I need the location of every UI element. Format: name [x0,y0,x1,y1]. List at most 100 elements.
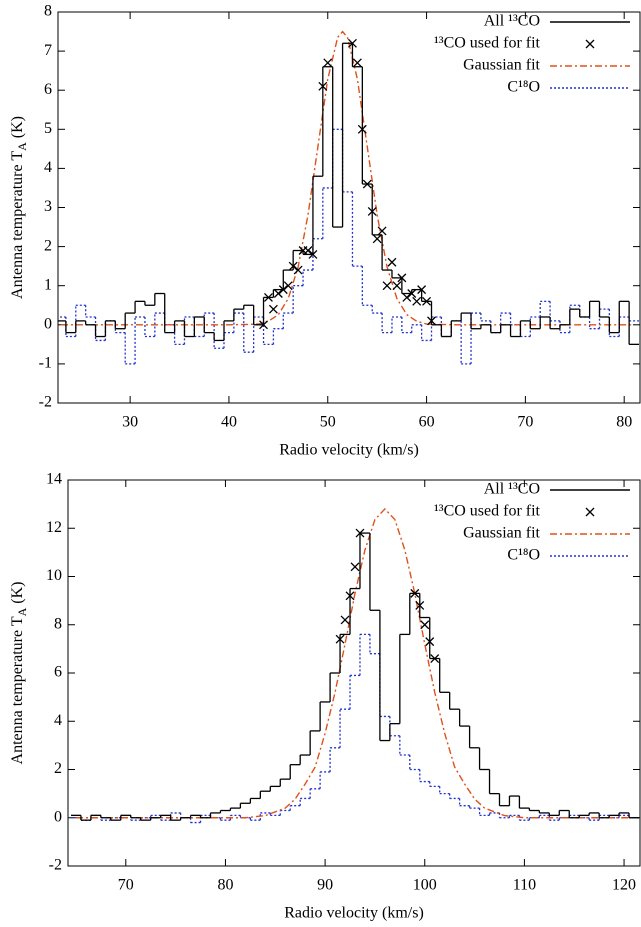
fit-curve [60,30,635,326]
fit-point [427,316,436,326]
legend-label: ¹³CO used for fit [434,503,541,520]
step-riser [80,533,630,821]
x-tick-label: 110 [513,877,536,894]
fit-point [347,38,357,48]
legend-marker [585,39,595,49]
x-tick-label: 80 [217,877,233,894]
fit-point [387,257,397,267]
y-tick-label: 4 [44,159,52,176]
y-tick-label: 2 [44,237,52,254]
x-tick-label: 90 [317,877,333,894]
fit-point [410,588,420,598]
fit-point [407,289,417,298]
y-tick-label: 14 [46,471,62,488]
plot-area [58,30,640,365]
step-riser [80,634,630,823]
fit-point [293,265,303,275]
y-tick-label: 8 [44,3,52,20]
fit-point [430,654,440,663]
x-tick-label: 80 [616,414,632,431]
legend-label: C¹⁸O [507,79,540,96]
fit-point [268,304,278,314]
fit-point [425,637,435,647]
fit-point [323,58,333,68]
y-tick-label: -2 [39,394,52,411]
fit-point [362,179,372,189]
fit-point [352,58,362,68]
x-tick-label: 40 [221,414,237,431]
plot-frame [57,11,641,404]
y-label-unit: (K) [9,116,26,142]
x-axis-label: Radio velocity (km/s) [279,442,419,459]
step-riser [65,129,630,364]
fit-point [367,206,377,216]
y-label-text: Antenna temperature T [9,616,26,764]
x-axis-label: Radio velocity (km/s) [284,905,424,922]
fit-point [420,620,430,630]
fit-point [318,81,328,91]
y-tick-label: 7 [44,42,52,59]
y-tick-label: 4 [54,712,62,729]
x-tick-label: 100 [413,877,437,894]
y-label-subscript: A [15,142,29,151]
fit-point [350,562,360,572]
fit-point [273,289,283,298]
fit-point [422,296,432,306]
fit-point [355,528,365,538]
legend-label: All ¹³CO [484,13,540,30]
fit-point [303,246,313,255]
y-label-text: Antenna temperature T [9,151,26,299]
fit-point [283,281,293,291]
y-axis-label: Antenna temperature TA (K) [9,582,29,765]
fit-point [264,292,273,302]
x-tick-label: 50 [320,414,336,431]
fit-point [372,234,382,244]
x-tick-label: 70 [517,414,533,431]
panel: -2 -1 0 1 2 3 4 5 6 7 8 30 40 50 60 70 80 Radio velocity … [9,3,641,459]
fit-point [340,615,350,625]
fit-point [288,261,298,271]
legend-label: ¹³CO used for fit [434,35,541,52]
fit-point [417,285,427,295]
y-tick-label: 6 [54,664,62,681]
fit-point [382,281,392,291]
x-tick-label: 120 [612,877,636,894]
fit-point [335,634,345,644]
fit-point [397,273,407,283]
panel: -2 0 2 4 6 8 10 12 14 70 80 90 100 110 120 Radio veloci… [9,471,641,922]
x-tick-label: 70 [118,877,134,894]
fit-point [415,600,425,610]
y-tick-label: 0 [44,315,52,332]
fit-point [278,285,288,295]
fit-point [357,124,367,134]
x-tick-label: 30 [122,414,138,431]
legend-label: All ¹³CO [484,481,540,498]
legend-label: Gaussian fit [463,525,540,542]
fit-point [345,591,355,601]
y-tick-label: 5 [44,120,52,137]
legend-marker [585,507,595,517]
fit-point [308,249,318,259]
y-tick-label: -2 [49,857,62,874]
fit-point [377,226,387,236]
y-tick-label: 6 [44,81,52,98]
y-tick-label: 1 [44,276,52,293]
legend-label: C¹⁸O [507,547,540,564]
fit-point [402,292,412,302]
y-label-unit: (K) [9,582,26,608]
y-tick-label: 8 [54,615,62,632]
y-axis-label: Antenna temperature TA (K) [9,116,29,299]
plot-frame [67,479,641,867]
fit-curve [75,507,635,819]
y-tick-label: 2 [54,760,62,777]
plot-area [70,507,640,824]
fit-point [259,320,268,330]
y-tick-label: 3 [44,198,52,215]
x-tick-label: 60 [419,414,435,431]
y-tick-label: 10 [46,567,62,584]
legend-label: Gaussian fit [463,57,540,74]
step-riser [65,43,630,345]
y-label-subscript: A [15,607,29,616]
y-tick-label: 12 [46,519,62,536]
